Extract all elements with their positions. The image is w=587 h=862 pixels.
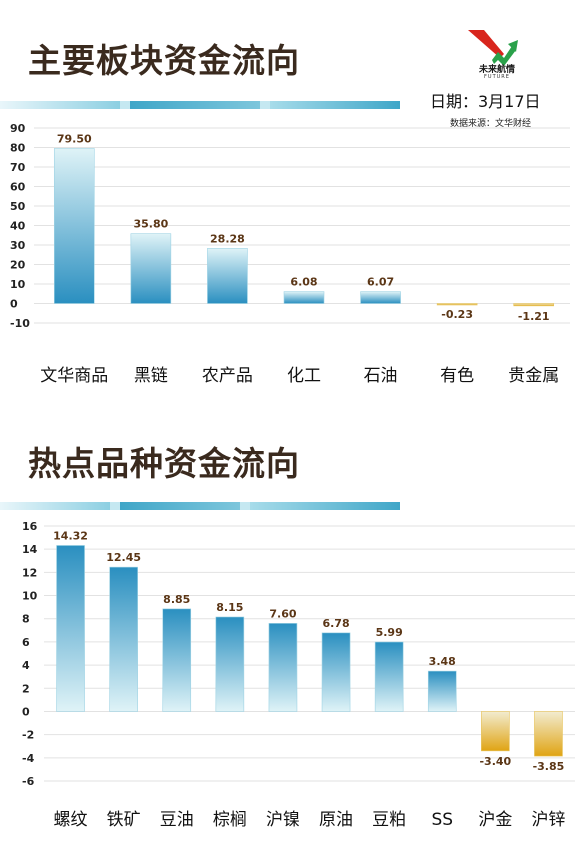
y-tick-label: 20 xyxy=(10,259,26,272)
data-label: 79.50 xyxy=(57,132,92,145)
sector-flow-chart: 90 80 70 60 50 40 30 20 10 0 -10 79.50 文华商品 35.80 黑链 28… xyxy=(10,122,570,386)
bar xyxy=(427,670,457,712)
data-label: 35.80 xyxy=(133,218,168,231)
category-label: 豆粕 xyxy=(372,810,406,830)
category-label: 豆油 xyxy=(160,810,194,830)
data-label: 6.07 xyxy=(367,276,394,289)
data-label: 6.78 xyxy=(322,617,349,630)
y-tick-label: 14 xyxy=(22,543,38,556)
y-tick-label: -10 xyxy=(10,317,30,330)
bar xyxy=(360,291,401,304)
y-tick-label: 6 xyxy=(22,636,30,649)
y-tick-label: -6 xyxy=(22,775,35,788)
y-tick-label: 30 xyxy=(10,239,26,252)
y-tick-label: 50 xyxy=(10,200,26,213)
category-label: 有色 xyxy=(440,366,474,386)
data-label: 3.48 xyxy=(429,655,456,668)
y-tick-label: 60 xyxy=(10,181,26,194)
y-tick-label: 70 xyxy=(10,161,26,174)
y-tick-label: 90 xyxy=(10,122,26,135)
bar xyxy=(207,248,248,304)
source-label: 数据来源：文华财经 xyxy=(450,119,532,129)
bar xyxy=(109,566,138,712)
bar xyxy=(56,545,85,712)
category-label: 螺纹 xyxy=(54,810,88,830)
bar xyxy=(321,632,351,712)
y-tick-label: 0 xyxy=(22,705,30,718)
category-label: 棕榈 xyxy=(213,810,247,830)
bar xyxy=(436,303,478,306)
y-tick-label: 2 xyxy=(22,682,30,695)
category-label: 沪镍 xyxy=(266,810,300,830)
category-label: 沪锌 xyxy=(531,810,565,830)
bar xyxy=(268,623,298,712)
data-label: 8.15 xyxy=(216,601,243,614)
bar xyxy=(53,148,95,304)
future-logo-icon xyxy=(468,30,518,66)
category-label: 原油 xyxy=(319,810,353,830)
category-label: 化工 xyxy=(287,366,321,386)
category-label: 铁矿 xyxy=(107,810,141,830)
data-label: 6.08 xyxy=(290,276,317,289)
date-label: 日期：3月17日 xyxy=(430,92,541,111)
data-label: 8.85 xyxy=(163,593,190,606)
logo-text: 未来航情 xyxy=(478,65,515,75)
data-label: -3.85 xyxy=(533,760,565,773)
data-label: 5.99 xyxy=(376,626,403,639)
category-label: 石油 xyxy=(364,366,398,386)
y-tick-label: 0 xyxy=(10,298,18,311)
data-label: -0.23 xyxy=(441,308,473,321)
category-label: 沪金 xyxy=(478,810,512,830)
category-label: 黑链 xyxy=(134,366,168,386)
data-label: -3.40 xyxy=(479,755,511,768)
y-tick-label: 4 xyxy=(22,659,30,672)
bar xyxy=(215,616,245,712)
category-label: SS xyxy=(431,810,453,830)
bar xyxy=(162,608,192,712)
data-label: 12.45 xyxy=(106,551,141,564)
page-title: 主要板块资金流向 xyxy=(28,41,300,80)
category-label: 农产品 xyxy=(202,366,253,386)
data-label: 7.60 xyxy=(269,607,296,620)
y-tick-label: 12 xyxy=(22,566,37,579)
section2-title: 热点品种资金流向 xyxy=(28,444,300,483)
y-tick-label: -4 xyxy=(22,752,35,765)
category-label: 贵金属 xyxy=(508,366,559,386)
y-tick-label: 16 xyxy=(22,520,38,533)
section2-underline-band xyxy=(0,502,400,510)
data-label: 14.32 xyxy=(53,529,88,542)
y-tick-label: -2 xyxy=(22,729,34,742)
title-underline-band xyxy=(0,101,400,109)
bar xyxy=(534,711,563,757)
data-label: -1.21 xyxy=(518,310,550,323)
y-tick-label: 8 xyxy=(22,613,30,626)
bar xyxy=(374,641,404,712)
bar xyxy=(481,711,510,752)
y-tick-label: 40 xyxy=(10,220,26,233)
y-tick-label: 10 xyxy=(22,590,38,603)
bar xyxy=(130,233,172,304)
y-tick-label: 10 xyxy=(10,278,26,291)
logo-subtext: FUTURE xyxy=(484,74,510,80)
category-label: 文华商品 xyxy=(40,366,108,386)
bar xyxy=(513,303,555,307)
bar xyxy=(283,291,325,304)
data-label: 28.28 xyxy=(210,232,245,245)
y-tick-label: 80 xyxy=(10,142,26,155)
